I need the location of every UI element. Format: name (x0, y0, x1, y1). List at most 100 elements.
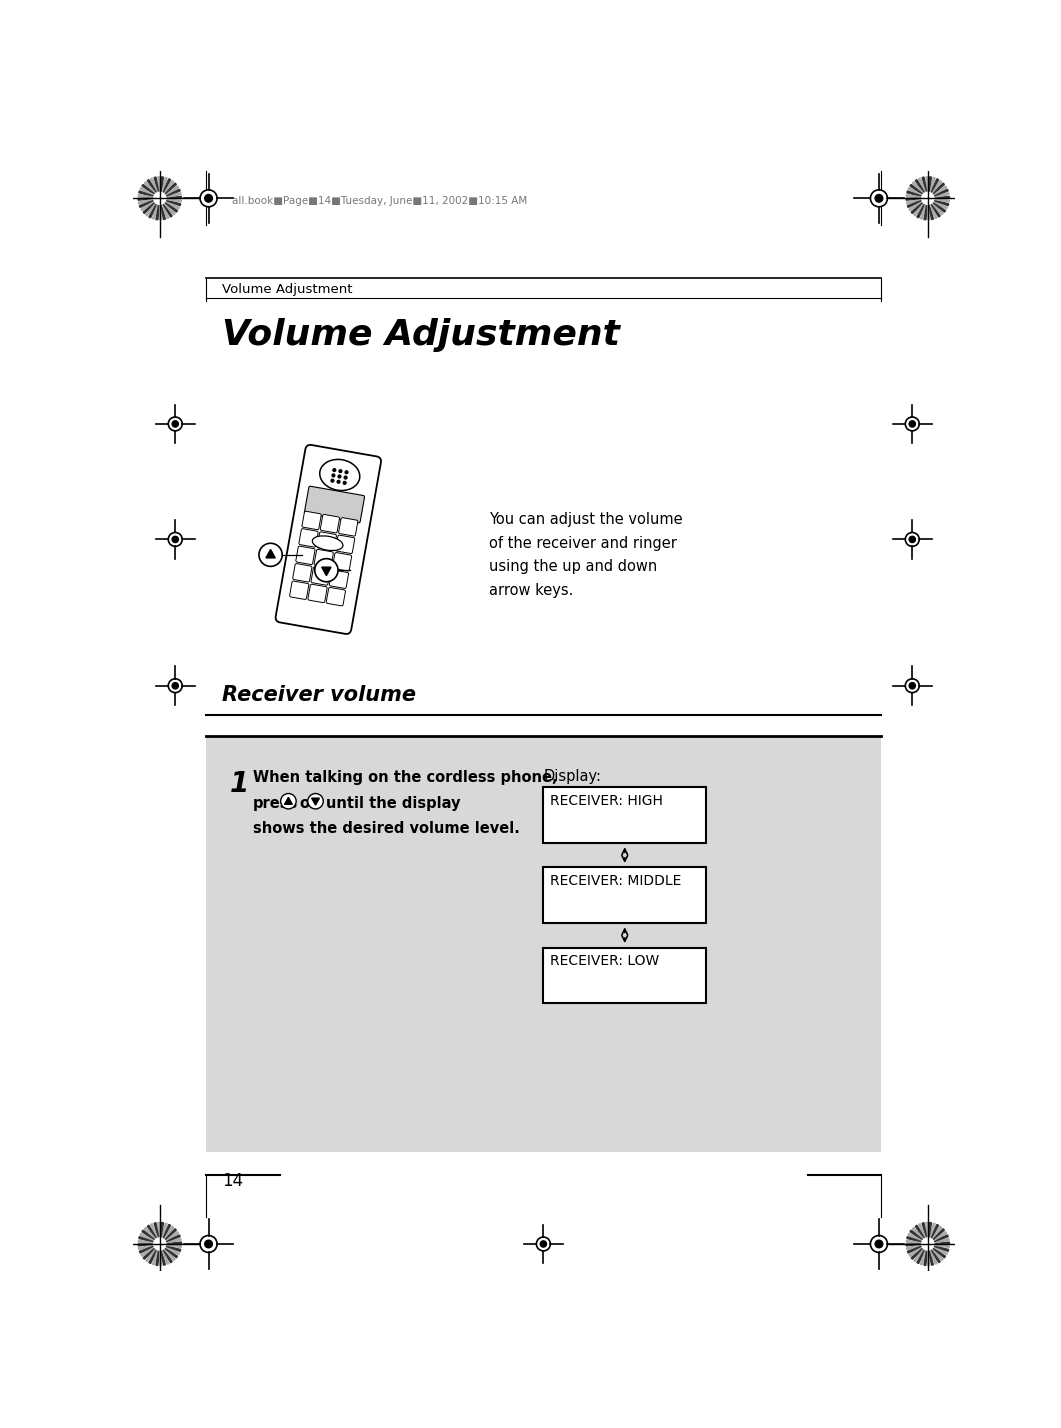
FancyBboxPatch shape (543, 948, 707, 1002)
Polygon shape (160, 193, 181, 198)
Polygon shape (927, 198, 943, 214)
Polygon shape (138, 1244, 160, 1250)
Polygon shape (927, 1244, 945, 1258)
Circle shape (875, 194, 883, 203)
Text: You can adjust the volume
of the receiver and ringer
using the up and down
arrow: You can adjust the volume of the receive… (489, 513, 682, 598)
Polygon shape (927, 198, 947, 208)
Polygon shape (156, 198, 160, 220)
Polygon shape (145, 198, 160, 216)
Polygon shape (927, 1244, 940, 1262)
Polygon shape (160, 183, 176, 198)
Polygon shape (926, 177, 927, 198)
FancyBboxPatch shape (332, 553, 351, 571)
Circle shape (905, 533, 919, 547)
Polygon shape (920, 198, 927, 218)
Circle shape (331, 480, 334, 483)
Polygon shape (924, 1244, 927, 1265)
Polygon shape (312, 798, 319, 805)
Polygon shape (158, 177, 160, 198)
Polygon shape (147, 1225, 160, 1244)
Circle shape (870, 190, 887, 207)
Polygon shape (160, 1224, 168, 1244)
Polygon shape (927, 1242, 950, 1244)
Circle shape (905, 678, 919, 693)
Polygon shape (927, 1244, 937, 1264)
FancyBboxPatch shape (314, 550, 333, 568)
FancyBboxPatch shape (276, 446, 381, 634)
Ellipse shape (319, 460, 360, 491)
Polygon shape (160, 1244, 180, 1251)
Polygon shape (160, 198, 169, 218)
Text: press: press (253, 795, 298, 811)
Circle shape (909, 421, 916, 427)
Polygon shape (922, 1222, 927, 1244)
Circle shape (344, 476, 347, 478)
Polygon shape (160, 198, 180, 206)
Polygon shape (144, 181, 160, 198)
Polygon shape (927, 198, 934, 220)
Text: RECEIVER: MIDDLE: RECEIVER: MIDDLE (550, 874, 681, 888)
Polygon shape (907, 1244, 927, 1254)
Circle shape (172, 683, 178, 688)
Polygon shape (927, 1244, 929, 1265)
Polygon shape (138, 198, 160, 204)
Circle shape (172, 421, 178, 427)
Polygon shape (924, 198, 927, 220)
Circle shape (905, 417, 919, 431)
Polygon shape (147, 180, 160, 198)
Polygon shape (927, 1224, 939, 1244)
Polygon shape (160, 186, 178, 198)
Polygon shape (927, 181, 942, 198)
Circle shape (344, 481, 346, 484)
FancyBboxPatch shape (296, 545, 315, 564)
Circle shape (154, 1238, 166, 1250)
FancyBboxPatch shape (320, 514, 340, 533)
Polygon shape (927, 1238, 950, 1244)
Polygon shape (153, 198, 160, 218)
Polygon shape (139, 191, 160, 198)
Polygon shape (160, 1244, 181, 1248)
Polygon shape (154, 177, 160, 198)
Polygon shape (138, 198, 160, 200)
Polygon shape (912, 181, 927, 198)
Polygon shape (927, 198, 937, 218)
Circle shape (154, 193, 166, 204)
Polygon shape (160, 1227, 174, 1244)
Text: or: or (299, 795, 316, 811)
Polygon shape (906, 1244, 927, 1250)
Polygon shape (920, 1244, 927, 1265)
Polygon shape (906, 1241, 927, 1244)
Polygon shape (149, 1244, 160, 1264)
Polygon shape (160, 1231, 178, 1244)
Polygon shape (917, 198, 927, 218)
Polygon shape (138, 1244, 160, 1245)
Polygon shape (906, 198, 927, 200)
Polygon shape (927, 1228, 944, 1244)
Circle shape (281, 794, 296, 808)
Polygon shape (927, 1222, 932, 1244)
Polygon shape (160, 1228, 176, 1244)
Text: until the display: until the display (327, 795, 460, 811)
Circle shape (205, 1240, 212, 1248)
Polygon shape (149, 198, 160, 218)
Polygon shape (160, 198, 179, 208)
Polygon shape (927, 198, 949, 206)
Text: all.book■Page■14■Tuesday, June■11, 2002■10:15 AM: all.book■Page■14■Tuesday, June■11, 2002■… (231, 196, 527, 206)
Polygon shape (927, 197, 950, 198)
Text: shows the desired volume level.: shows the desired volume level. (253, 821, 520, 837)
Text: 1: 1 (229, 771, 248, 798)
Circle shape (922, 193, 934, 204)
Polygon shape (927, 188, 949, 198)
Circle shape (340, 470, 342, 473)
Text: Volume Adjustment: Volume Adjustment (222, 317, 620, 351)
Text: 14: 14 (222, 1172, 243, 1190)
Polygon shape (160, 1242, 181, 1244)
FancyBboxPatch shape (290, 581, 309, 600)
Polygon shape (927, 178, 939, 198)
FancyBboxPatch shape (293, 564, 312, 583)
Polygon shape (927, 186, 946, 198)
Polygon shape (160, 197, 181, 198)
Text: When talking on the cordless phone,: When talking on the cordless phone, (253, 771, 557, 785)
FancyBboxPatch shape (305, 487, 365, 523)
Polygon shape (927, 198, 945, 213)
